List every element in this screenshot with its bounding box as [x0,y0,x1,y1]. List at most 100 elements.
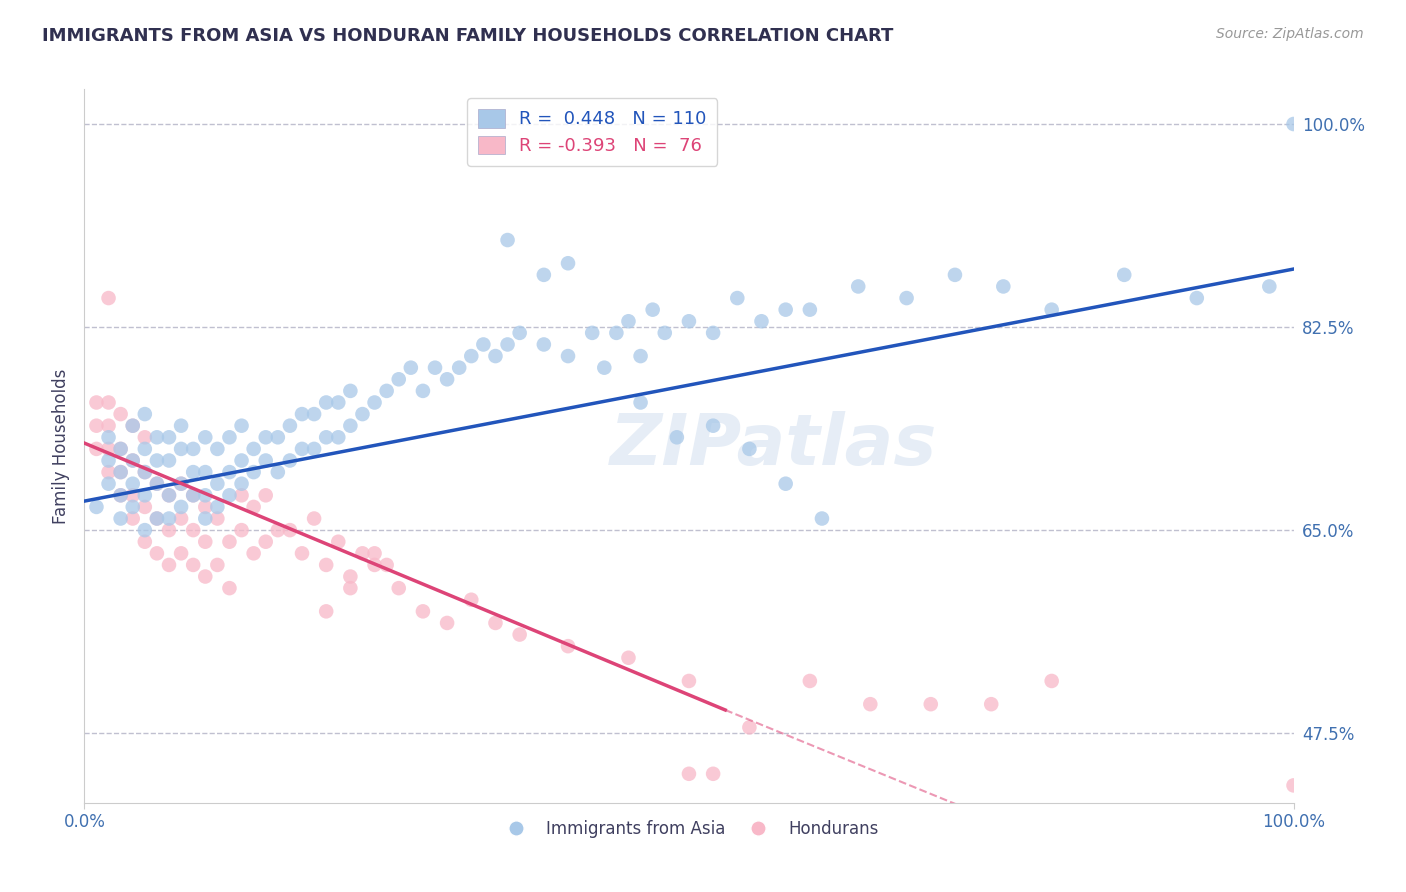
Point [146,476,169,491]
Point [207,500,229,514]
Point [218,581,240,595]
Point [110,465,132,479]
Point [121,511,143,525]
Point [328,430,350,444]
Point [339,418,361,433]
Point [254,534,277,549]
Point [423,360,446,375]
Point [231,476,253,491]
Point [278,418,301,433]
Point [181,442,204,456]
Point [1040,673,1063,688]
Point [328,534,350,549]
Point [254,453,277,467]
Point [231,488,253,502]
Point [291,546,314,560]
Point [315,604,337,618]
Point [181,488,204,502]
Point [472,337,495,351]
Point [110,488,132,502]
Point [86,418,108,433]
Point [363,558,385,572]
Point [533,337,555,351]
Point [738,442,761,456]
Point [194,500,217,514]
Point [97,291,120,305]
Point [1185,291,1208,305]
Point [110,511,132,525]
Point [134,407,156,421]
Point [207,558,229,572]
Point [375,558,398,572]
Point [157,430,180,444]
Point [751,314,773,328]
Point [121,453,143,467]
Point [859,697,882,711]
Point [121,418,143,433]
Point [702,766,724,780]
Point [678,314,700,328]
Point [254,488,277,502]
Point [146,476,169,491]
Point [97,465,120,479]
Point [134,465,156,479]
Point [799,302,821,317]
Point [363,546,385,560]
Point [231,418,253,433]
Point [412,384,434,398]
Point [110,465,132,479]
Point [436,615,458,630]
Point [278,523,301,537]
Point [557,639,579,653]
Point [980,697,1002,711]
Point [218,534,240,549]
Point [218,465,240,479]
Point [134,442,156,456]
Point [363,395,385,409]
Point [388,581,411,595]
Point [267,465,290,479]
Point [194,488,217,502]
Point [134,523,156,537]
Point [630,395,652,409]
Point [157,523,180,537]
Point [302,407,325,421]
Text: Source: ZipAtlas.com: Source: ZipAtlas.com [1216,27,1364,41]
Point [896,291,918,305]
Point [121,488,143,502]
Point [231,523,253,537]
Point [339,384,361,398]
Point [97,418,120,433]
Point [593,360,616,375]
Point [242,442,264,456]
Point [302,511,325,525]
Point [218,430,240,444]
Point [194,511,217,525]
Point [134,534,156,549]
Point [157,453,180,467]
Point [86,500,108,514]
Point [399,360,422,375]
Point [207,476,229,491]
Point [811,511,834,525]
Point [533,268,555,282]
Point [725,291,748,305]
Point [170,418,193,433]
Point [315,395,337,409]
Point [170,500,193,514]
Point [121,476,143,491]
Point [993,279,1015,293]
Point [375,384,398,398]
Point [496,337,519,351]
Point [509,326,531,340]
Point [267,523,290,537]
Point [267,430,290,444]
Point [1282,778,1305,792]
Point [484,615,506,630]
Point [1114,268,1136,282]
Point [181,488,204,502]
Point [181,558,204,572]
Point [254,430,277,444]
Point [460,349,482,363]
Point [170,511,193,525]
